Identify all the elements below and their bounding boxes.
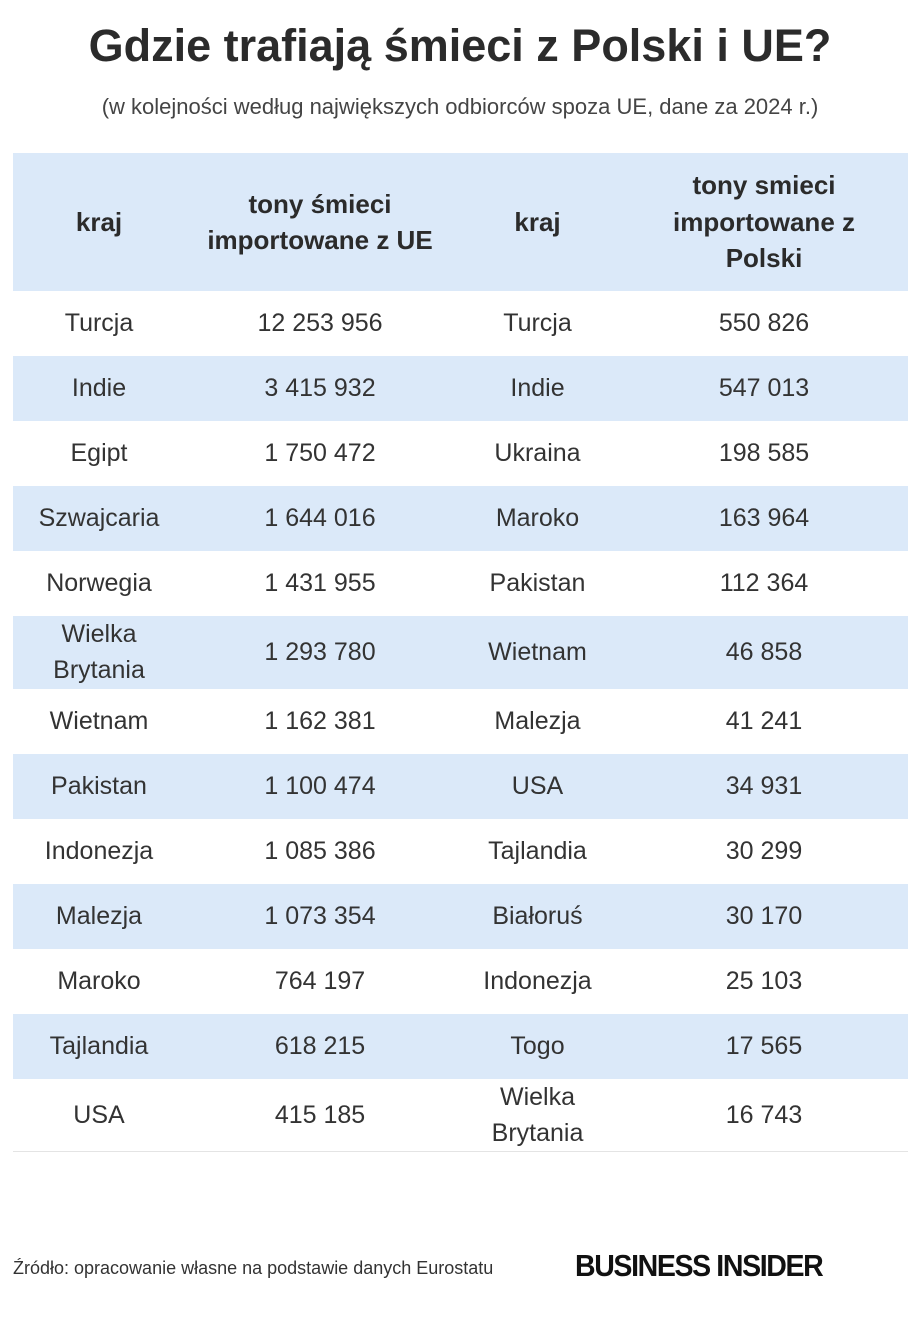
header-text: tony śmieci importowane z UE [207, 188, 433, 255]
subtitle: (w kolejności według największych odbior… [101, 94, 819, 119]
table-row: Indie 3 415 932 Indie 547 013 [13, 356, 908, 421]
table-cell: Indonezja [44, 836, 154, 865]
table-row: USA 415 185 Wielka Brytania 16 743 [13, 1079, 908, 1152]
table-cell: 1 162 381 [264, 706, 376, 735]
header-cell: tony śmieci importowane z UE [185, 153, 455, 291]
source: Źródło: opracowanie własne na podstawie … [13, 1258, 494, 1278]
table-cell: 30 170 [620, 883, 908, 949]
table-body: Turcja 12 253 956 Turcja 550 826 Indie 3 415 … [13, 291, 908, 1152]
table-cell: USA [73, 1100, 125, 1129]
table-cell: Malezja [494, 706, 581, 735]
header-cell: kraj [13, 153, 185, 291]
table-row: Szwajcaria 1 644 016 Maroko 163 964 [13, 486, 908, 551]
table-cell: Indonezja [483, 966, 592, 995]
table-cell: 1 644 016 [185, 486, 455, 551]
header-cell: kraj [455, 153, 620, 291]
table-row: Norwegia 1 431 955 Pakistan 112 364 [13, 551, 908, 616]
table-cell: 1 750 472 [264, 439, 376, 468]
table-cell: Pakistan [13, 753, 185, 819]
table-row: Wielka Brytania 1 293 780 Wietnam 46 858 [13, 616, 908, 689]
table-cell: 1 073 354 [185, 883, 455, 949]
table-cell: 1 100 474 [185, 753, 455, 819]
table-cell: Wietnam [49, 706, 149, 735]
table-cell: Indie [455, 356, 620, 421]
table-cell: Szwajcaria [13, 486, 185, 551]
table-cell: Maroko [57, 966, 141, 995]
table-cell: 1 293 780 [185, 616, 455, 689]
table-cell: Norwegia [46, 569, 152, 598]
table-cell: 547 013 [620, 356, 908, 421]
table-row: Tajlandia 618 215 Togo 17 565 [13, 1013, 908, 1079]
table-cell: Egipt [70, 439, 128, 468]
table-cell: 46 858 [620, 616, 908, 689]
table-cell: 163 964 [620, 486, 908, 551]
table-cell: 550 826 [718, 309, 810, 338]
table-cell: Turcja [503, 309, 572, 338]
table-cell: Wielka Brytania [13, 616, 185, 689]
table-cell: Malezja [13, 883, 185, 949]
table-cell: 618 215 [185, 1013, 455, 1079]
table-cell: 17 565 [620, 1013, 908, 1079]
table-cell: Turcja [64, 309, 134, 338]
header-text: kraj [514, 206, 561, 237]
table-cell: 12 253 956 [257, 309, 383, 338]
table-cell: Togo [455, 1013, 620, 1079]
table-row: Wietnam 1 162 381 Malezja 41 241 [13, 689, 908, 754]
table-cell: 34 931 [620, 753, 908, 819]
table-row: Egipt 1 750 472 Ukraina 198 585 [13, 421, 908, 486]
table-cell: 1 431 955 [264, 569, 376, 598]
table-cell: Wielka Brytania [491, 1082, 584, 1147]
title: Gdzie trafiają śmieci z Polski i UE? [88, 20, 832, 71]
table-cell: USA [455, 753, 620, 819]
table-cell: 415 185 [274, 1100, 366, 1129]
table-cell: 764 197 [274, 966, 366, 995]
header-text: tony smieci importowane z Polski [672, 170, 855, 274]
table-row: Indonezja 1 085 386 Tajlandia 30 299 [13, 819, 908, 884]
table-row: Malezja 1 073 354 Białoruś 30 170 [13, 883, 908, 949]
table-cell: 16 743 [725, 1100, 803, 1129]
table-cell: 30 299 [725, 836, 803, 865]
table-cell: Ukraina [494, 439, 581, 468]
table-cell: 41 241 [725, 706, 803, 735]
table-cell: Tajlandia [13, 1013, 185, 1079]
table-cell: Tajlandia [488, 836, 587, 865]
table-cell: 3 415 932 [185, 356, 455, 421]
table-cell: Maroko [455, 486, 620, 551]
data-table: kraj tony śmieci importowane z UE kraj t… [13, 153, 908, 1152]
table-row: Turcja 12 253 956 Turcja 550 826 [13, 291, 908, 356]
table-cell: Indie [13, 356, 185, 421]
table-cell: 112 364 [719, 569, 809, 598]
table-cell: 1 085 386 [264, 836, 376, 865]
table-cell: Białoruś [455, 883, 620, 949]
table-row: Maroko 764 197 Indonezja 25 103 [13, 949, 908, 1014]
table-cell: 198 585 [718, 439, 810, 468]
header-text: kraj [75, 206, 123, 237]
table-cell: 25 103 [725, 966, 803, 995]
header-row: kraj tony śmieci importowane z UE kraj t… [13, 153, 908, 291]
table-cell: Pakistan [489, 569, 586, 598]
table-row: Pakistan 1 100 474 USA 34 931 [13, 753, 908, 819]
table-cell: Wietnam [455, 616, 620, 689]
logo: BUSINESS INSIDER [575, 1248, 824, 1283]
header-cell: tony smieci importowane z Polski [620, 153, 908, 291]
